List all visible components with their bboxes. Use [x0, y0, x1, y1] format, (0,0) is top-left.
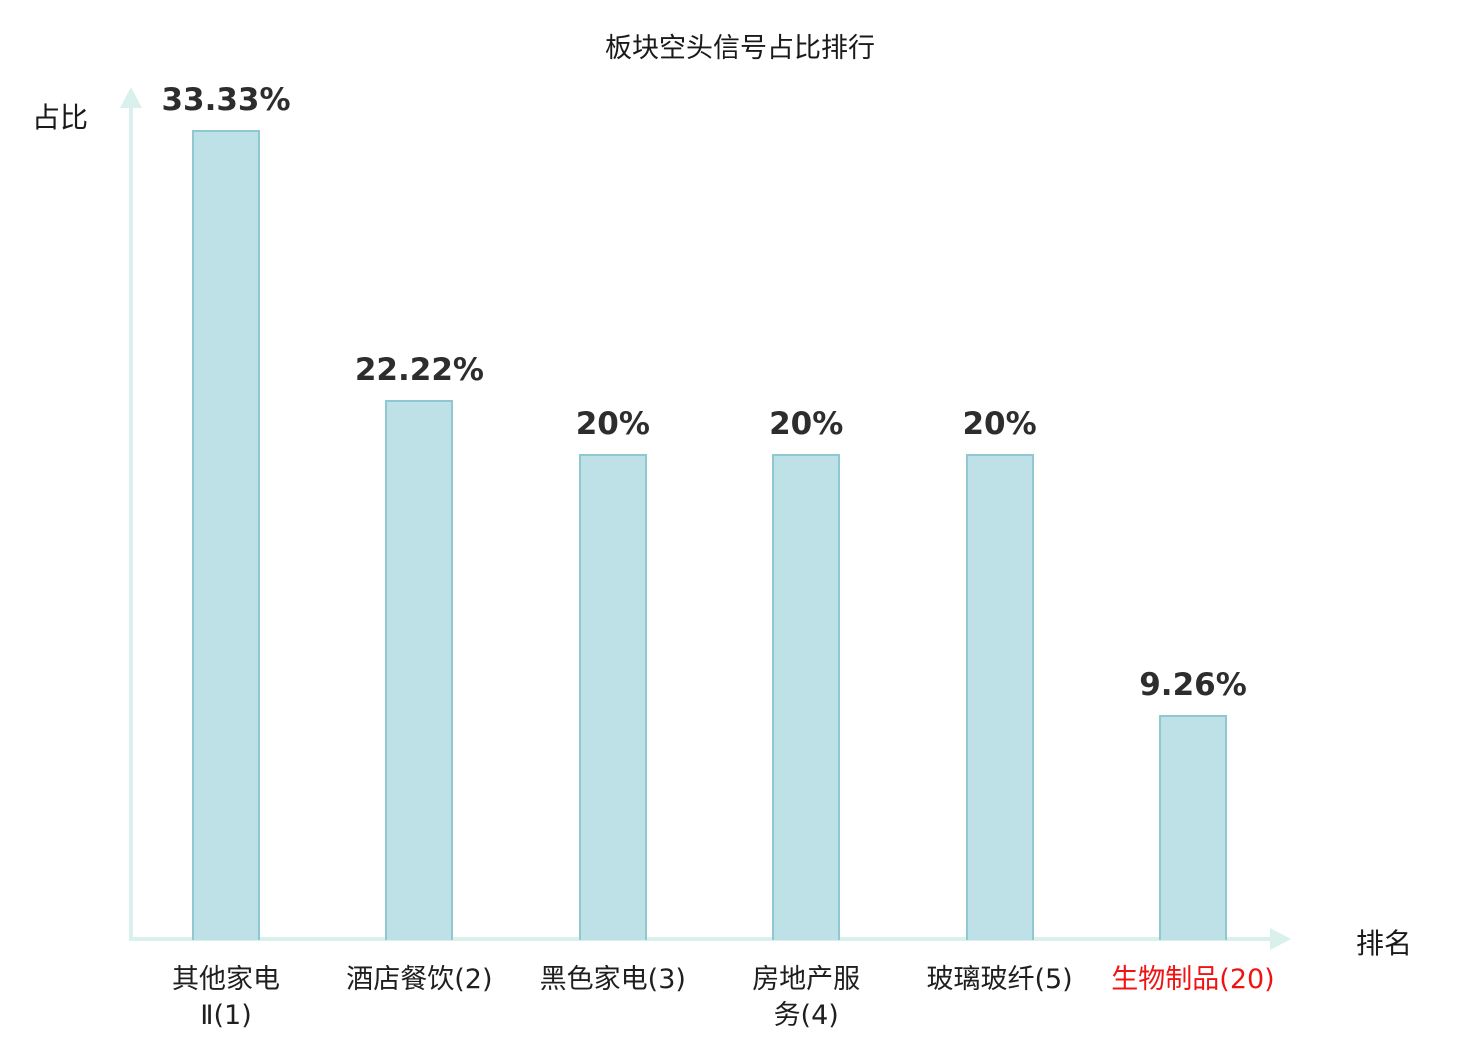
bar — [385, 400, 454, 940]
bar-value-label: 20% — [769, 406, 844, 442]
category-label: 生物制品(20) — [1111, 964, 1275, 995]
chart-title: 板块空头信号占比排行 — [605, 33, 875, 64]
category-label: 酒店餐饮(2) — [346, 964, 493, 995]
bar-value-label: 9.26% — [1139, 667, 1247, 703]
bar-value-label: 33.33% — [161, 82, 291, 118]
y-axis-label: 占比 — [32, 101, 89, 134]
bar — [1159, 715, 1227, 940]
bar-value-label: 22.22% — [354, 352, 484, 388]
bar — [192, 130, 260, 940]
bar-value-label: 20% — [575, 406, 650, 442]
bar-value-label: 20% — [962, 406, 1037, 442]
bar — [772, 454, 841, 940]
bar — [965, 454, 1034, 940]
category-label: 房地产服 务(4) — [752, 964, 861, 1031]
category-label: 其他家电 Ⅱ(1) — [172, 964, 280, 1031]
category-label: 玻璃玻纤(5) — [926, 964, 1073, 995]
bar — [578, 454, 647, 940]
x-axis-label: 排名 — [1356, 927, 1413, 960]
category-label: 黑色家电(3) — [539, 964, 686, 995]
